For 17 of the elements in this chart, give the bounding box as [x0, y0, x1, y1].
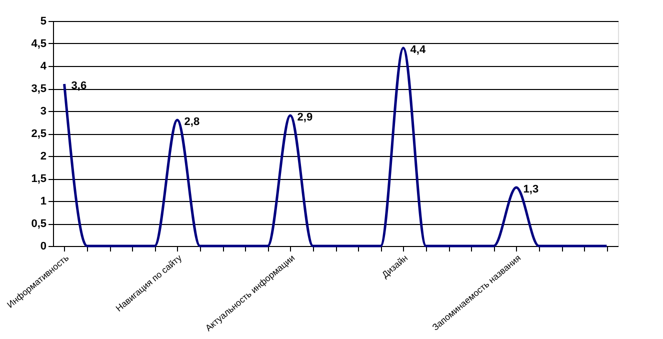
data-label: 4,4: [410, 44, 426, 56]
data-label: 3,6: [71, 80, 87, 92]
data-label: 1,3: [523, 184, 539, 196]
y-tick-label: 5: [40, 16, 46, 28]
y-tick-label: 0,5: [31, 218, 46, 230]
y-tick-label: 2: [40, 150, 46, 162]
y-tick-label: 1: [40, 196, 46, 208]
y-tick-label: 1,5: [31, 173, 46, 185]
y-tick-label: 4,5: [31, 38, 46, 50]
y-tick-label: 2,5: [31, 128, 46, 140]
y-tick-label: 4: [40, 60, 48, 72]
line-series: [63, 46, 608, 248]
y-tick-label: 3,5: [31, 83, 46, 95]
y-tick-label: 0: [40, 240, 46, 252]
data-label: 2,9: [297, 112, 313, 124]
y-tick-label: 3: [40, 106, 46, 118]
data-label: 2,8: [184, 116, 200, 128]
